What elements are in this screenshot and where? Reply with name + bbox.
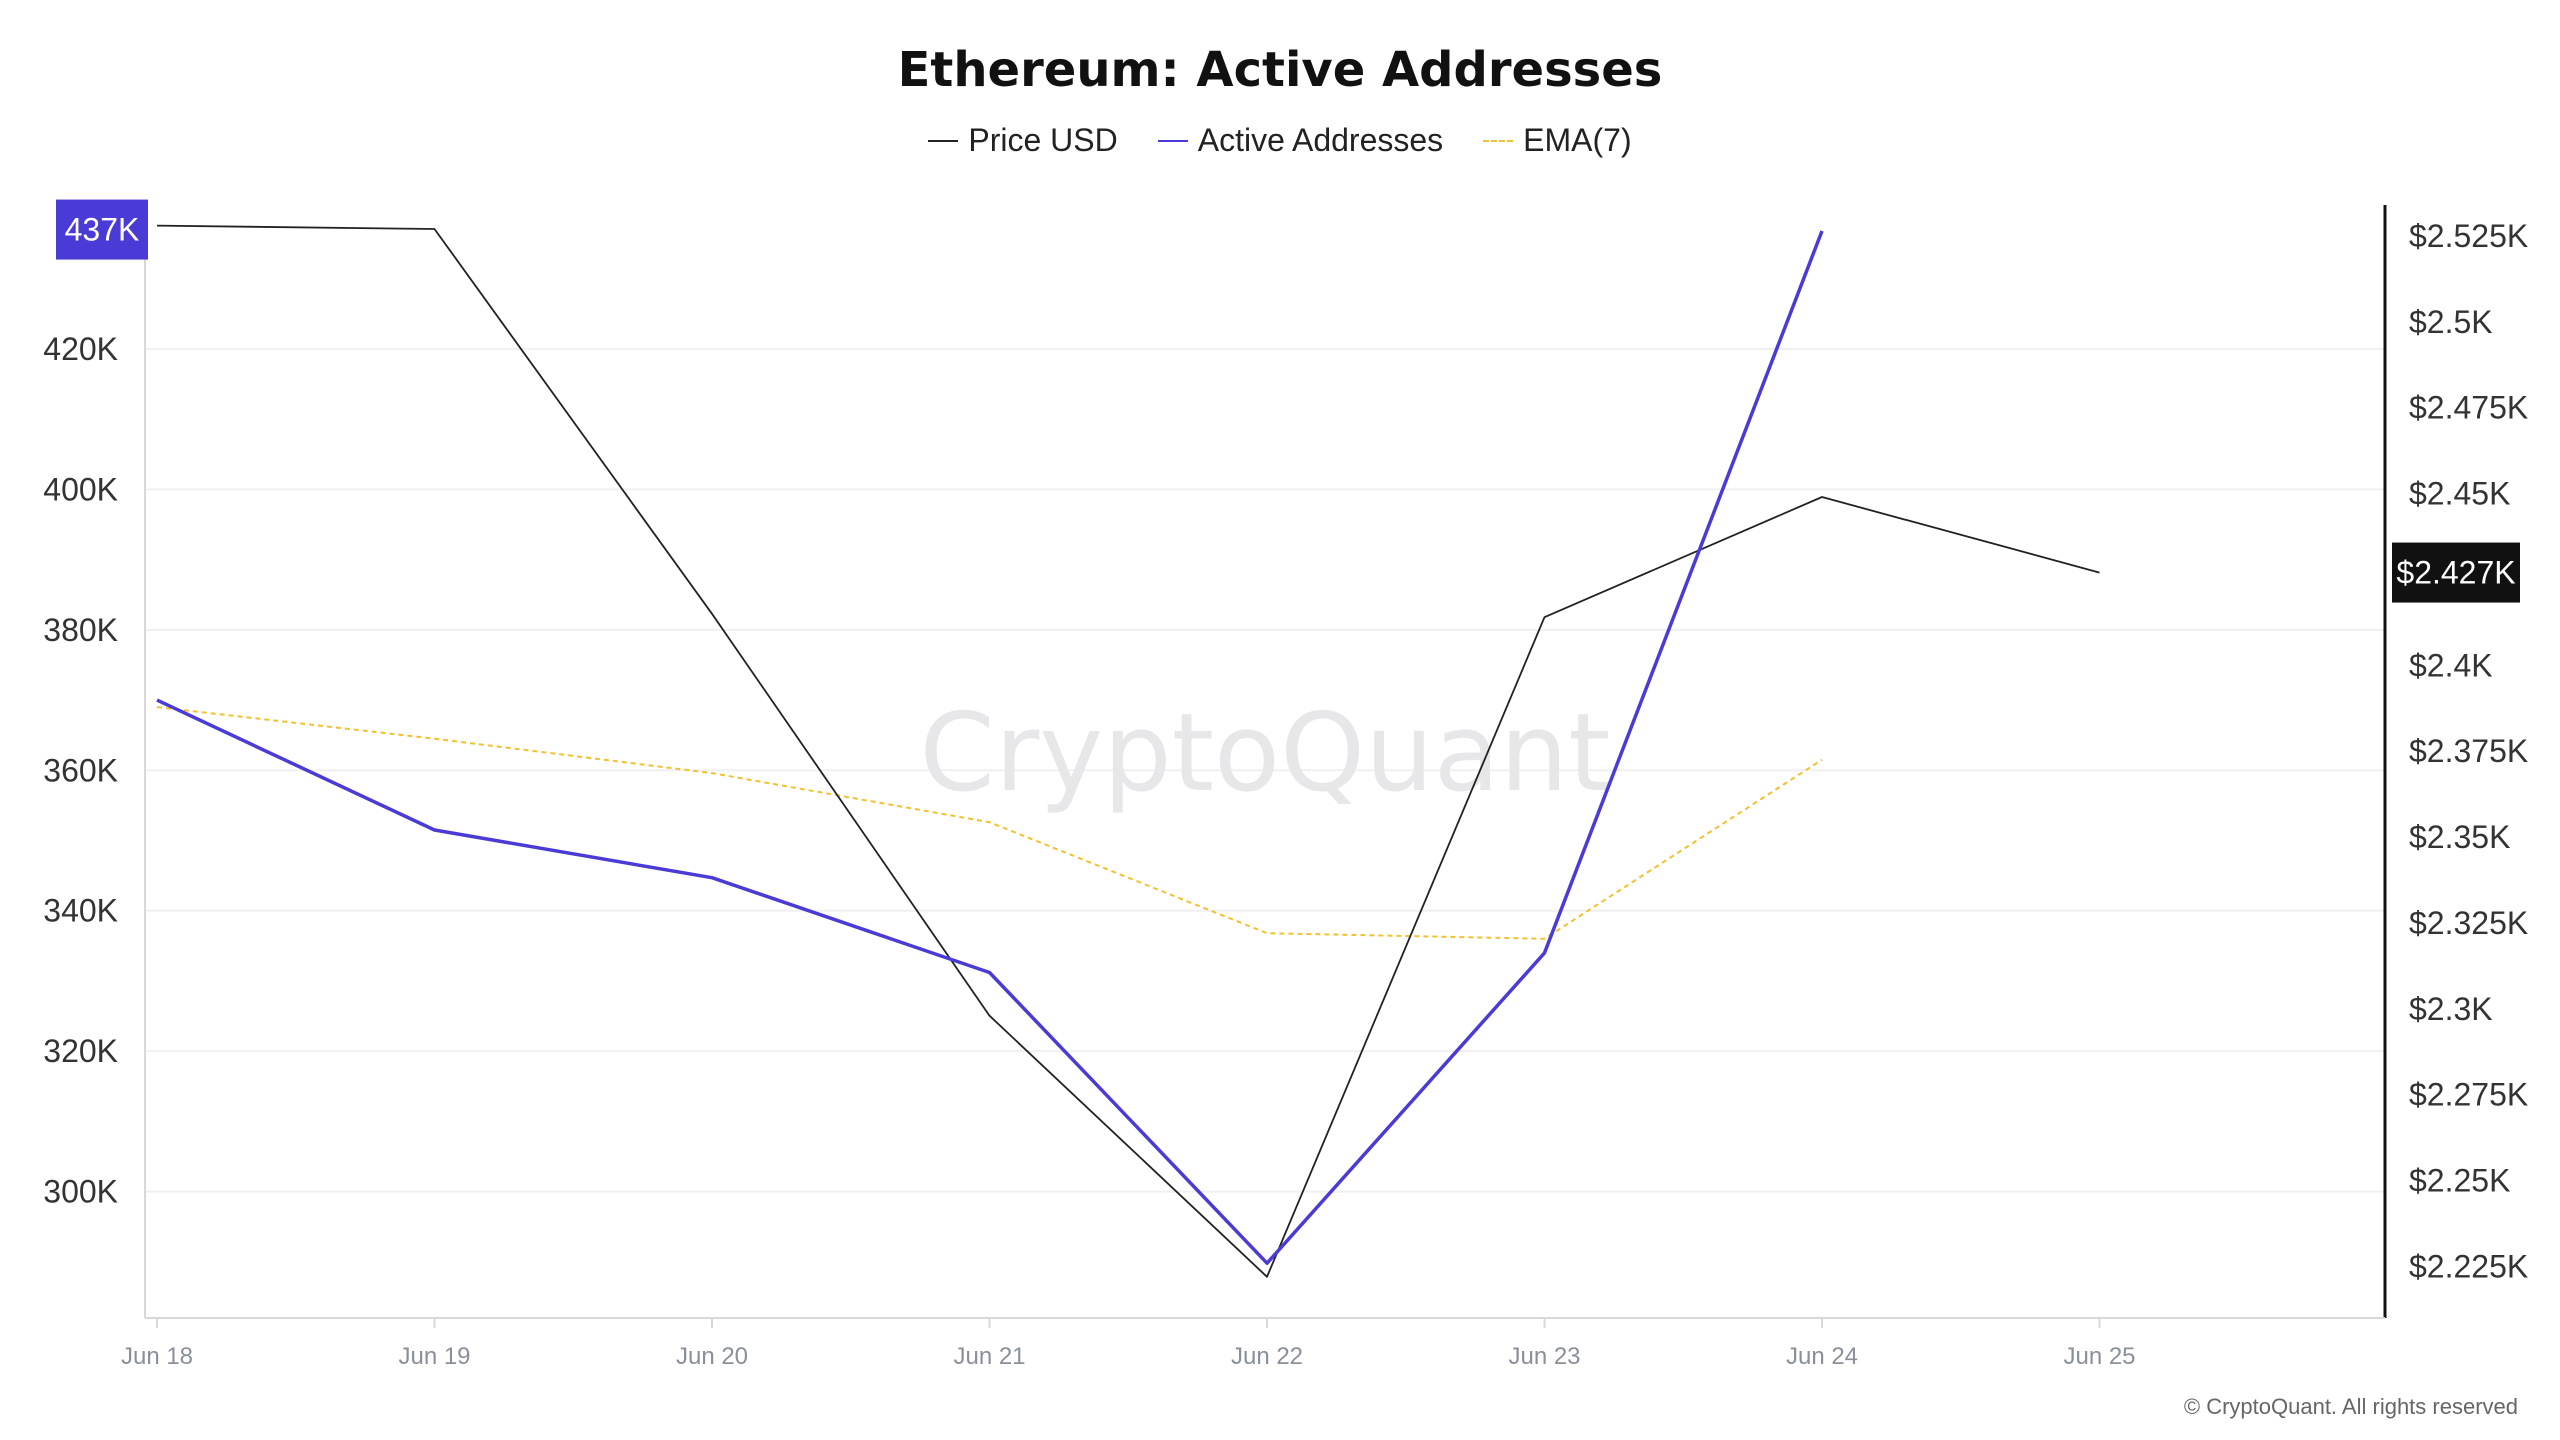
legend-swatch-active-addresses (1157, 139, 1188, 142)
x-tick-label: Jun 21 (953, 1343, 1025, 1370)
legend-swatch-price-usd (928, 139, 959, 142)
y-right-tick-label: $2.3K (2409, 991, 2493, 1027)
x-tick-label: Jun 18 (121, 1343, 193, 1370)
y-left-tick-label: 360K (43, 752, 118, 788)
watermark: CryptoQuant (919, 691, 1610, 816)
series-line-ema7 (156, 706, 1823, 940)
right-value-marker-label: $2.427K (2396, 555, 2515, 591)
series-line-price-usd (156, 224, 2100, 1278)
x-tick-label: Jun 20 (676, 1343, 748, 1370)
y-right-tick-label: $2.475K (2409, 390, 2528, 426)
chart-title: Ethereum: Active Addresses (897, 42, 1663, 98)
legend-label-active-addresses: Active Addresses (1197, 122, 1444, 158)
y-left-tick-label: 320K (43, 1033, 118, 1069)
y-left-tick-label: 420K (43, 331, 118, 367)
y-right-tick-label: $2.375K (2409, 733, 2528, 769)
x-tick-label: Jun 24 (1786, 1343, 1858, 1370)
right-value-marker-box (2392, 542, 2520, 603)
y-left-tick-label: 300K (43, 1174, 118, 1210)
x-tick-label: Jun 22 (1231, 1343, 1303, 1370)
legend-item-active-addresses[interactable]: Active Addresses (1157, 122, 1444, 159)
left-value-marker-box (56, 199, 148, 260)
left-value-marker-label: 437K (65, 212, 140, 248)
y-right-tick-label: $2.225K (2409, 1248, 2528, 1284)
y-right-tick-label: $2.35K (2409, 819, 2510, 855)
legend-swatch-ema7 (1483, 139, 1514, 142)
x-tick-label: Jun 25 (2063, 1343, 2135, 1370)
legend-item-price-usd[interactable]: Price USD (928, 122, 1118, 159)
y-right-tick-label: $2.25K (2409, 1163, 2510, 1199)
x-tick-label: Jun 19 (398, 1343, 470, 1370)
y-right-tick-label: $2.275K (2409, 1077, 2528, 1113)
series-line-active-addresses (156, 230, 1824, 1265)
legend-label-price-usd: Price USD (968, 122, 1118, 158)
y-right-tick-label: $2.325K (2409, 905, 2528, 941)
y-right-tick-label: $2.4K (2409, 647, 2493, 683)
y-right-tick-label: $2.5K (2409, 304, 2493, 340)
y-left-tick-label: 400K (43, 471, 118, 507)
grid-lines (145, 347, 2385, 1193)
copyright-notice: © CryptoQuant. All rights reserved (2183, 1394, 2518, 1419)
legend-item-ema7[interactable]: EMA(7) (1483, 122, 1632, 159)
y-left-tick-label: 340K (43, 893, 118, 929)
legend-label-ema7: EMA(7) (1523, 122, 1632, 158)
y-right-tick-label: $2.525K (2409, 218, 2528, 254)
series-lines (156, 224, 2100, 1278)
y-left-tick-label: 380K (43, 612, 118, 648)
x-tick-label: Jun 23 (1508, 1343, 1580, 1370)
chart-legend: Price USD Active Addresses EMA(7) (0, 122, 2560, 159)
value-markers: 437K $2.427K (56, 199, 2520, 603)
axes: 300K 320K 340K 360K 380K 400K 420K $2.225K $2.25… (43, 205, 2528, 1370)
y-right-tick-label: $2.45K (2409, 476, 2510, 512)
